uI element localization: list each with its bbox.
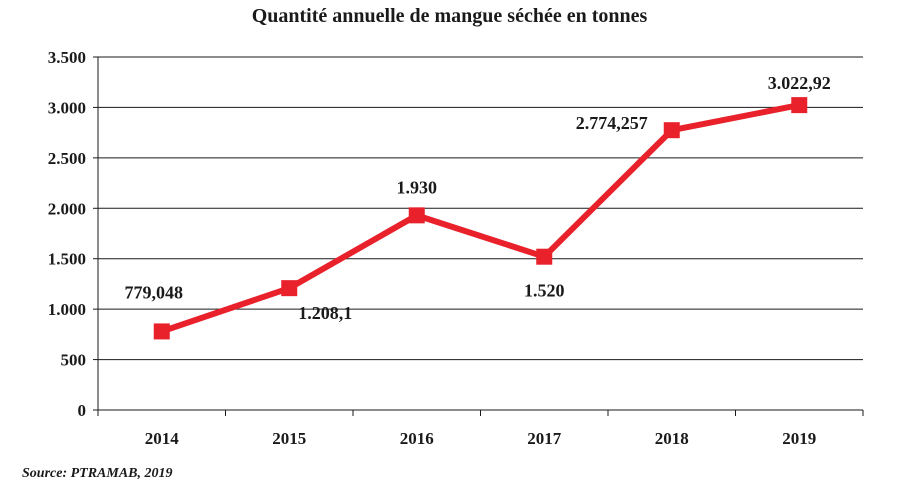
y-tick-label: 3.000	[48, 98, 86, 117]
x-tick-label: 2016	[400, 429, 434, 448]
x-tick-label: 2014	[145, 429, 180, 448]
point-markers	[153, 97, 808, 340]
data-label: 2.774,257	[576, 113, 648, 133]
y-tick-label: 1.500	[48, 250, 86, 269]
y-tick-label: 2.000	[48, 199, 86, 218]
series-line-layer	[158, 102, 803, 335]
data-point-marker	[408, 207, 425, 224]
x-tick-label: 2015	[272, 429, 306, 448]
data-point-marker	[791, 97, 808, 114]
data-point-marker	[153, 323, 170, 340]
y-tick-label: 2.500	[48, 149, 86, 168]
y-tick-label: 500	[61, 351, 87, 370]
data-point-marker	[281, 280, 298, 297]
data-point-marker	[536, 248, 553, 265]
y-tick-label: 1.000	[48, 300, 86, 319]
data-labels: 779,048 1.208,1 1.930 1.520 2.774,257 3.022,9…	[125, 73, 831, 323]
x-tick-label: 2019	[782, 429, 816, 448]
data-point-marker	[663, 122, 680, 139]
y-tick-label: 3.500	[48, 48, 86, 67]
x-tick-label: 2017	[527, 429, 562, 448]
data-label: 1.520	[524, 281, 565, 301]
grid-lines	[98, 56, 863, 361]
data-label: 1.930	[397, 177, 438, 197]
data-label: 1.208,1	[298, 303, 352, 323]
y-tick-label: 0	[78, 401, 87, 420]
x-tick-label: 2018	[655, 429, 689, 448]
y-axis-ticks: 0 500 1.000 1.500 2.000 2.500 3.000 3.500	[48, 48, 98, 420]
source-note: Source: PTRAMAB, 2019	[22, 466, 173, 481]
x-axis-ticks: 2014 2015 2016 2017 2018 2019	[97, 410, 864, 448]
chart-title: Quantité annuelle de mangue séchée en to…	[251, 5, 648, 27]
series-line	[158, 102, 803, 335]
data-label: 3.022,92	[768, 73, 831, 93]
data-label: 779,048	[125, 282, 184, 302]
